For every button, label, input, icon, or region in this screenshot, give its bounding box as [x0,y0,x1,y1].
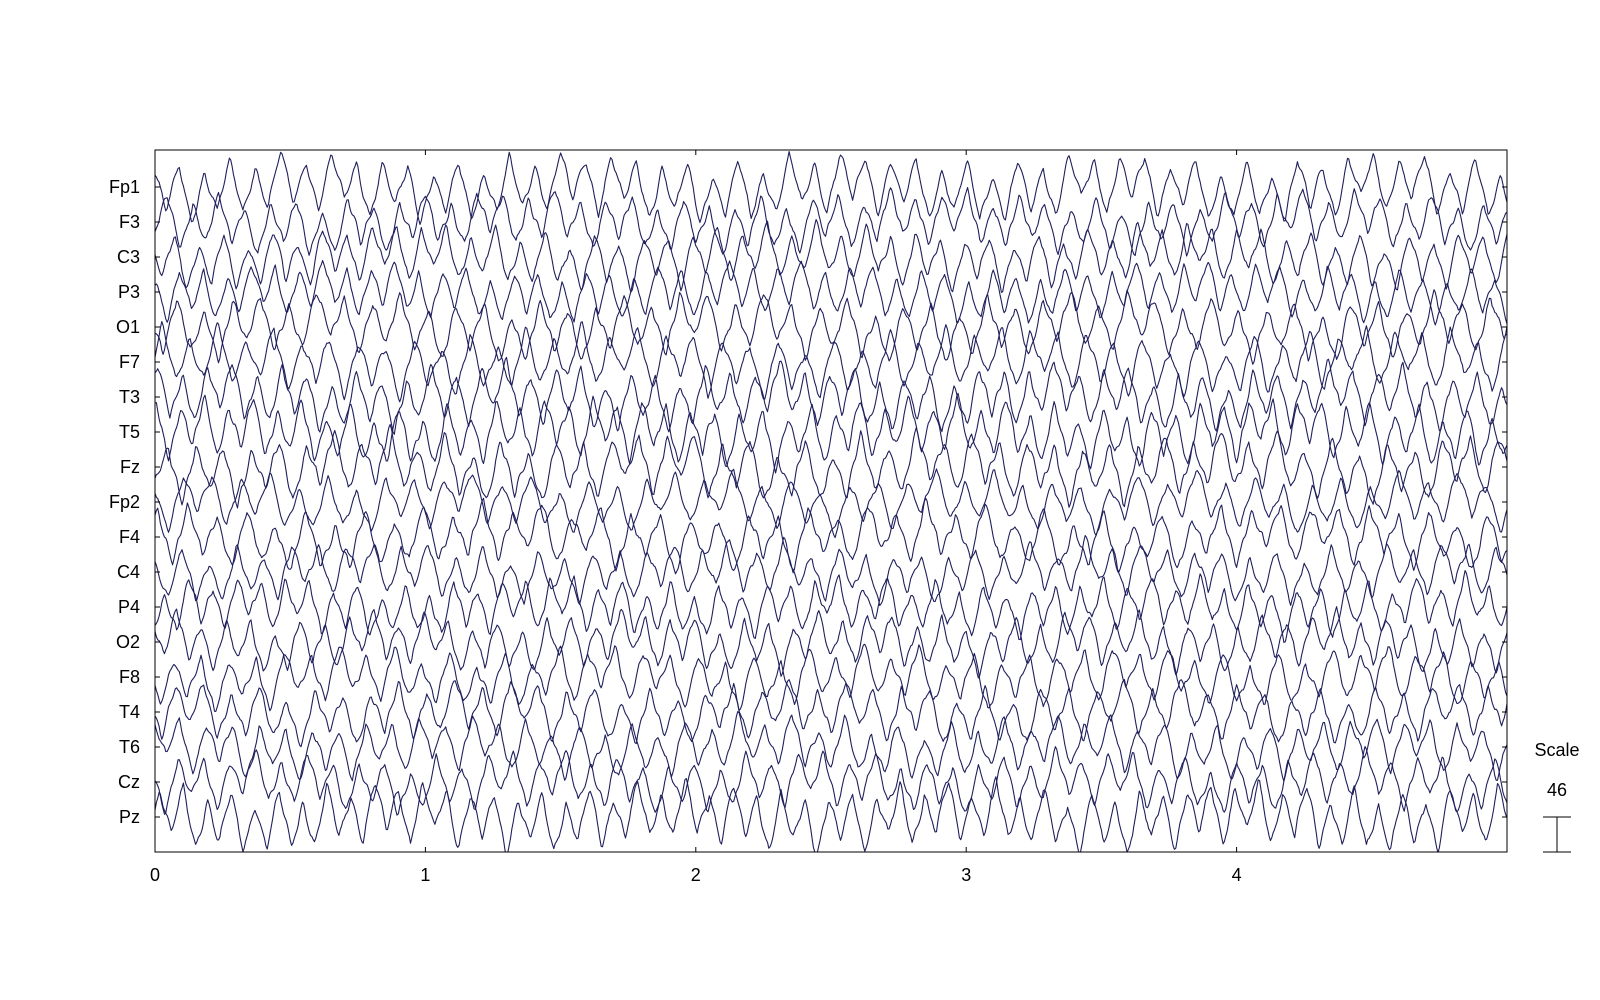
x-tick-label-4: 4 [1232,865,1242,885]
trace-t3 [155,356,1507,435]
trace-pz [155,776,1507,852]
trace-c3 [155,218,1507,293]
x-tick-label-0: 0 [150,865,160,885]
channel-label-f7: F7 [119,352,140,372]
channel-label-fz: Fz [120,457,140,477]
eeg-traces [155,150,1507,852]
channel-label-o1: O1 [116,317,140,337]
channel-label-fp1: Fp1 [109,177,140,197]
plot-frame [154,149,1508,853]
trace-t6 [155,711,1507,782]
channel-label-fp2: Fp2 [109,492,140,512]
trace-cz [155,745,1507,816]
channel-label-t5: T5 [119,422,140,442]
trace-t5 [155,392,1507,474]
trace-p3 [155,259,1507,326]
channel-label-p3: P3 [118,282,140,302]
trace-f7 [155,320,1507,403]
channel-label-c3: C3 [117,247,140,267]
trace-o2 [155,606,1507,679]
scale-title: Scale [1534,740,1579,760]
trace-f3 [155,186,1507,257]
trace-fp2 [155,468,1507,539]
channel-label-cz: Cz [118,772,140,792]
trace-f4 [155,497,1507,575]
trace-fz [155,423,1507,509]
channel-label-f8: F8 [119,667,140,687]
x-tick-label-3: 3 [961,865,971,885]
trace-c4 [155,534,1507,607]
x-tick-label-2: 2 [691,865,701,885]
trace-o1 [155,289,1507,365]
channel-label-t6: T6 [119,737,140,757]
channel-label-pz: Pz [119,807,140,827]
trace-f8 [155,643,1507,713]
channel-label-o2: O2 [116,632,140,652]
x-axis: 0 1 2 3 4 [150,150,1242,885]
channel-labels: Fp1 F3 C3 P3 O1 F7 T3 T5 Fz Fp2 F4 C4 P4 O2 F8 T4 T6 Cz Pz [109,177,1507,827]
channel-label-f3: F3 [119,212,140,232]
channel-label-c4: C4 [117,562,140,582]
trace-t4 [155,678,1507,748]
channel-label-p4: P4 [118,597,140,617]
trace-fp1 [155,150,1507,226]
channel-label-t4: T4 [119,702,140,722]
trace-p4 [155,569,1507,643]
x-tick-label-1: 1 [420,865,430,885]
channel-label-t3: T3 [119,387,140,407]
scale-indicator: Scale 46 [1534,740,1580,853]
scale-value: 46 [1547,780,1567,800]
channel-label-f4: F4 [119,527,140,547]
